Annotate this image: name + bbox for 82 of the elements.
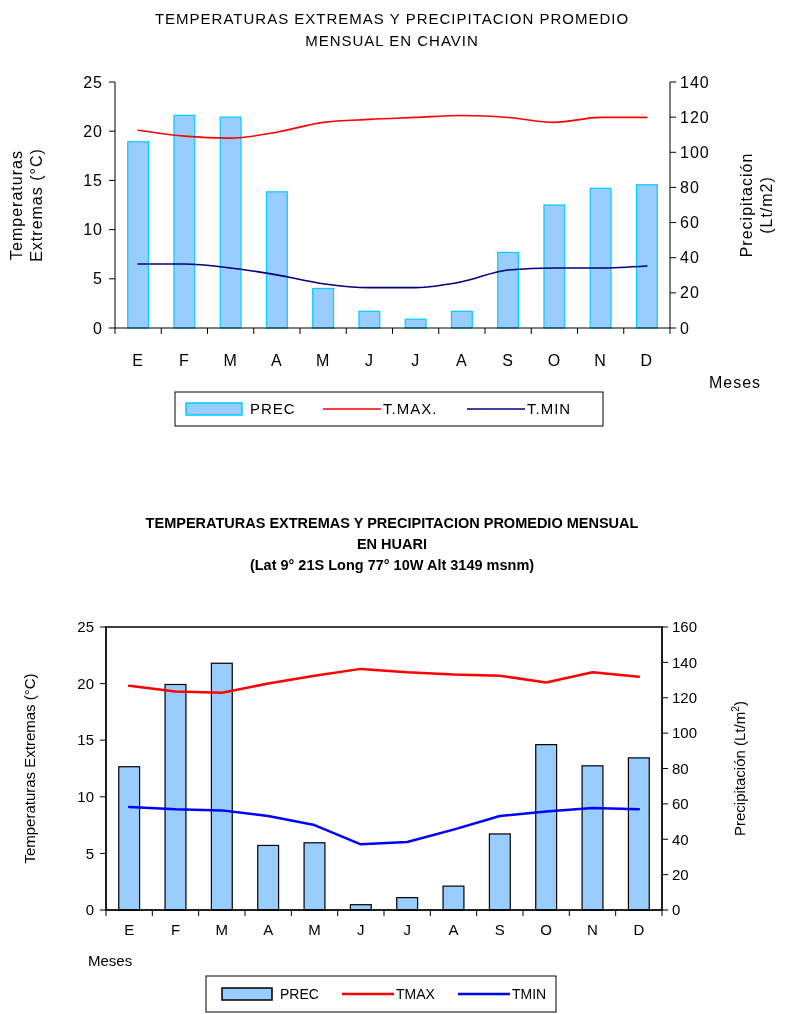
y2-tick-label: 120 (680, 108, 710, 126)
legend-label: T.MAX. (383, 400, 438, 418)
legend-label: TMIN (512, 985, 547, 1002)
y2-tick-label: 60 (680, 214, 700, 232)
line-series (127, 667, 641, 694)
x-tick-label: A (448, 921, 459, 938)
x-tick-label: N (594, 352, 607, 369)
y2-tick-label: 100 (680, 143, 710, 161)
bar (265, 191, 288, 329)
y-tick-label: 25 (77, 618, 94, 636)
x-tick-label: J (403, 921, 411, 938)
y-tick-label: 25 (83, 73, 103, 91)
legend-label: PREC (280, 985, 319, 1002)
x-tick-label: O (547, 352, 562, 369)
y2-tick-label: 20 (672, 865, 689, 883)
y2-tick-label: 0 (672, 901, 681, 919)
x-tick-label: D (633, 921, 645, 938)
bar (589, 187, 612, 329)
y-tick-label: 10 (83, 221, 103, 239)
x-tick-label: A (271, 352, 283, 369)
x-tick-label: D (640, 352, 654, 369)
y-tick-label: 5 (85, 844, 94, 862)
bar (312, 287, 335, 329)
x-tick-label: J (364, 352, 374, 369)
x-tick-label: F (170, 921, 181, 938)
x-tick-label: A (263, 921, 274, 938)
bar (497, 251, 520, 329)
x-axis-title: Meses (708, 374, 762, 391)
chart-title: TEMPERATURAS EXTREMAS Y PRECIPITACION PROMEDIO MENSUAL EN HUARI (145, 515, 639, 553)
x-tick-label: M (308, 921, 321, 938)
y2-tick-label: 140 (680, 73, 710, 91)
bar (635, 184, 658, 329)
legend-label: T.MIN (527, 400, 572, 418)
x-tick-label: E (132, 352, 144, 369)
y2-tick-label: 80 (672, 759, 689, 777)
y-tick-label: 20 (83, 122, 103, 140)
line-series (127, 805, 641, 846)
x-tick-label: A (456, 352, 468, 369)
x-tick-label: F (178, 352, 190, 369)
y2-tick-label: 0 (680, 319, 690, 337)
x-tick-label: O (540, 921, 552, 938)
y-tick-label: 20 (77, 674, 94, 692)
y-axis-title: Temperaturas Extremas (°C) (21, 673, 38, 864)
bar (543, 204, 566, 329)
y2-tick-label: 140 (672, 653, 698, 671)
line-series (137, 114, 648, 139)
chart-title: TEMPERATURAS EXTREMAS Y PRECIPITACION PROMEDIO MENSUAL EN CHAVIN (154, 10, 630, 49)
y-tick-label: 15 (77, 731, 94, 749)
y-tick-label: 0 (93, 319, 103, 337)
x-tick-label: N (587, 921, 598, 938)
x-tick-label: S (502, 352, 514, 369)
y2-tick-label: 80 (680, 179, 700, 197)
x-tick-label: S (494, 921, 505, 938)
x-tick-label: E (124, 921, 135, 938)
y2-tick-label: 120 (672, 689, 698, 706)
x-tick-label: J (411, 352, 421, 369)
y-axis-title: Temperaturas Extremas (°C) (8, 148, 45, 262)
bar (127, 141, 150, 329)
bar (173, 114, 196, 329)
y2-tick-label: 100 (672, 724, 698, 742)
y2-tick-label: 40 (680, 249, 700, 267)
y-tick-label: 10 (77, 788, 94, 806)
bar (219, 116, 242, 329)
x-axis-title: Meses (88, 952, 133, 969)
y2-tick-label: 20 (680, 284, 700, 302)
legend-label: TMAX (396, 985, 436, 1002)
x-tick-label: J (357, 921, 365, 938)
y-tick-label: 0 (85, 901, 94, 919)
y-tick-label: 15 (83, 172, 103, 189)
x-tick-label: M (215, 921, 229, 938)
y2-tick-label: 60 (672, 795, 689, 813)
y-tick-label: 5 (93, 270, 103, 288)
bar (358, 310, 381, 329)
y2-axis-title: Precipitación (Lt/m2) (738, 152, 775, 258)
chart-subtitle: (Lat 9° 21S Long 77° 10W Alt 3149 msnm) (249, 557, 535, 574)
line-series (137, 263, 648, 289)
x-tick-label: M (223, 352, 238, 369)
legend-label: PREC (250, 400, 296, 418)
y2-tick-label: 160 (672, 618, 698, 636)
x-tick-label: M (315, 352, 331, 369)
y2-tick-label: 40 (672, 830, 689, 848)
bar (450, 310, 473, 329)
